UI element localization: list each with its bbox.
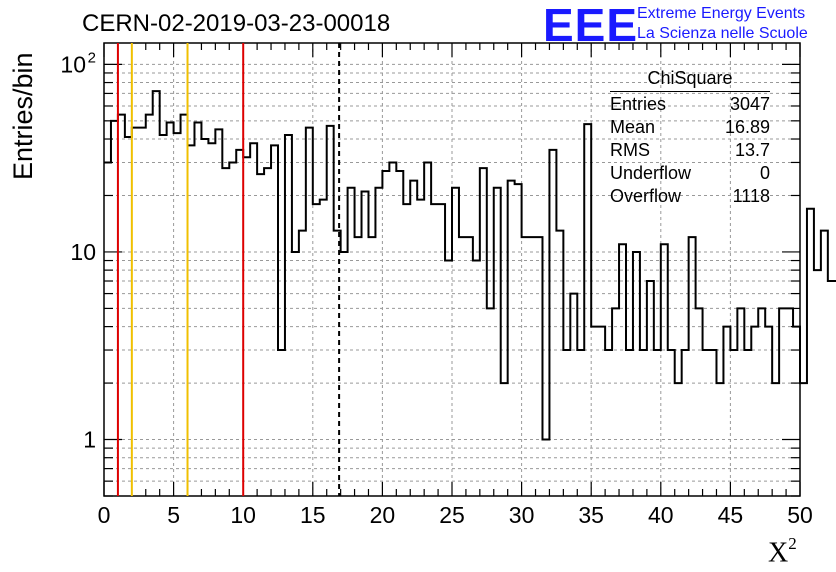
stats-row-underflow: Underflow 0 bbox=[610, 163, 770, 183]
stats-row-overflow: Overflow 1118 bbox=[610, 186, 770, 206]
stats-title: ChiSquare bbox=[610, 68, 770, 92]
y-tick-label: 10 bbox=[70, 239, 96, 265]
stats-row-mean: Mean 16.89 bbox=[610, 117, 770, 137]
stats-row-entries: Entries 3047 bbox=[610, 94, 770, 114]
chart-title: CERN-02-2019-03-23-00018 bbox=[82, 10, 391, 37]
marker-lines bbox=[116, 43, 341, 496]
x-tick-label: 35 bbox=[578, 502, 604, 528]
x-axis-label: X2 bbox=[768, 534, 797, 569]
x-tick-label: 25 bbox=[439, 502, 465, 528]
grid-lines bbox=[104, 43, 800, 496]
x-tick-label: 40 bbox=[648, 502, 674, 528]
y-tick-label-exponent: 2 bbox=[88, 49, 96, 66]
stats-box: ChiSquare Entries 3047 Mean 16.89 RMS 13.7 … bbox=[610, 68, 770, 208]
x-tick-label: 0 bbox=[98, 502, 111, 528]
x-tick-label: 15 bbox=[300, 502, 326, 528]
eee-logo: EEE bbox=[543, 0, 639, 51]
x-tick-label: 30 bbox=[509, 502, 535, 528]
x-tick-label: 5 bbox=[167, 502, 180, 528]
stats-row-rms: RMS 13.7 bbox=[610, 140, 770, 160]
x-tick-label: 20 bbox=[370, 502, 396, 528]
y-axis-label: Entries/bin bbox=[8, 52, 38, 180]
x-tick-label: 45 bbox=[718, 502, 744, 528]
logo-line1: Extreme Energy Events bbox=[637, 5, 806, 22]
x-tick-label: 10 bbox=[230, 502, 256, 528]
y-tick-label: 1 bbox=[83, 427, 96, 453]
logo-line2: La Scienza nelle Scuole bbox=[637, 25, 808, 42]
x-tick-label: 50 bbox=[787, 502, 813, 528]
y-tick-label: 10 bbox=[60, 51, 86, 77]
